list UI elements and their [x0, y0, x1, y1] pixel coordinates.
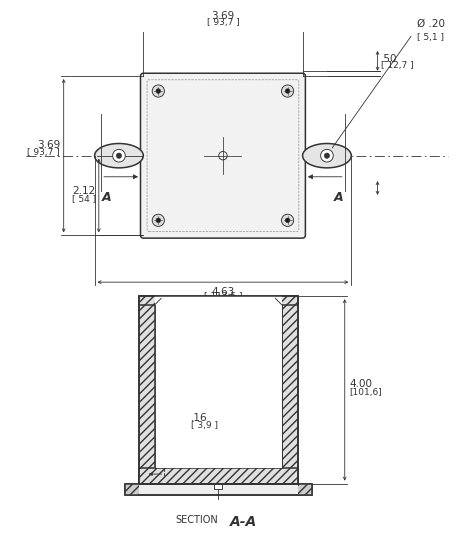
FancyBboxPatch shape [140, 73, 305, 238]
Bar [138, 296, 298, 305]
Circle shape [152, 85, 164, 97]
Text: [ 12,7 ]: [ 12,7 ] [381, 61, 414, 70]
Circle shape [116, 153, 122, 158]
Bar [298, 484, 312, 495]
Circle shape [156, 89, 161, 93]
Text: SECTION: SECTION [176, 515, 219, 525]
Text: [ 117,5 ]: [ 117,5 ] [204, 293, 242, 302]
Circle shape [152, 214, 164, 226]
Text: [ 5,1 ]: [ 5,1 ] [417, 33, 444, 42]
Text: A-A: A-A [230, 515, 258, 529]
Text: .50: .50 [381, 54, 398, 64]
Text: 4.63: 4.63 [211, 287, 235, 297]
Circle shape [285, 89, 290, 93]
Circle shape [282, 214, 294, 226]
Text: 3.69: 3.69 [36, 140, 60, 150]
Text: 3.69: 3.69 [211, 11, 235, 21]
Text: 2.12: 2.12 [73, 186, 96, 196]
Bar [214, 484, 222, 489]
Text: [ 93,7 ]: [ 93,7 ] [207, 18, 239, 27]
Circle shape [320, 149, 333, 162]
Bar [138, 468, 298, 484]
Circle shape [324, 153, 329, 158]
Text: Ø .20: Ø .20 [417, 19, 446, 29]
Circle shape [113, 149, 125, 162]
Circle shape [156, 218, 161, 223]
Text: A: A [334, 191, 344, 204]
Text: [ 93,7 ]: [ 93,7 ] [27, 148, 60, 157]
Text: A: A [102, 191, 111, 204]
Bar [138, 296, 155, 484]
Bar [155, 296, 282, 468]
Bar [282, 296, 298, 484]
Ellipse shape [302, 143, 351, 168]
Circle shape [282, 85, 294, 97]
Ellipse shape [95, 143, 143, 168]
Text: [ 54 ]: [ 54 ] [72, 194, 96, 203]
Text: [101,6]: [101,6] [349, 388, 382, 397]
Bar [125, 484, 138, 495]
Bar [138, 296, 298, 484]
Circle shape [285, 218, 290, 223]
Bar [125, 484, 312, 495]
Text: 4.00: 4.00 [349, 379, 373, 389]
Text: .16: .16 [191, 414, 208, 424]
Bar [125, 484, 312, 495]
Text: [ 3,9 ]: [ 3,9 ] [191, 421, 218, 430]
